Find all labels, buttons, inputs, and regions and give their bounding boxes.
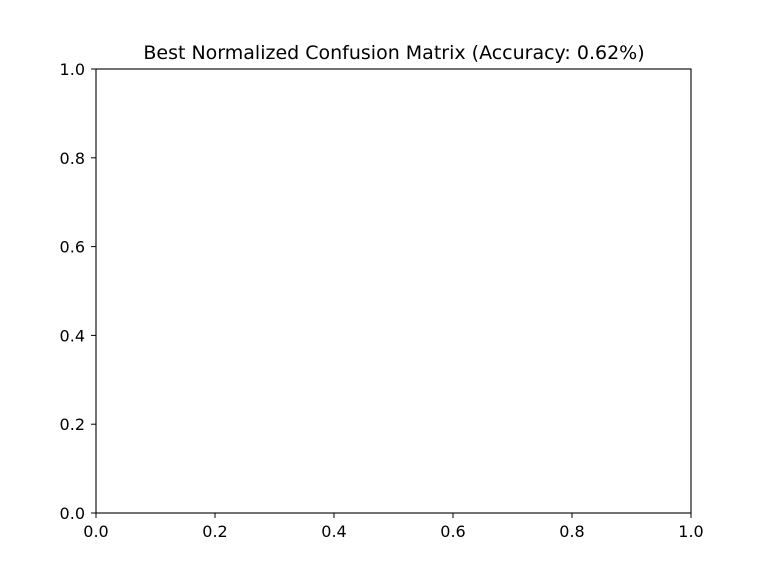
chart-title: Best Normalized Confusion Matrix (Accura… [143, 42, 644, 64]
plot-area-frame [95, 68, 692, 514]
y-tick-label: 0.4 [60, 326, 85, 345]
x-tick-label: 0.2 [202, 522, 227, 541]
y-axis-ticks: 0.0 0.2 0.4 0.6 0.8 1.0 [60, 60, 96, 523]
x-tick-label: 1.0 [678, 522, 703, 541]
y-tick-label: 0.6 [60, 238, 85, 257]
x-tick-label: 0.0 [83, 522, 108, 541]
x-tick-label: 0.4 [321, 522, 346, 541]
y-tick-label: 0.2 [60, 415, 85, 434]
x-tick-label: 0.6 [440, 522, 465, 541]
x-axis-ticks: 0.0 0.2 0.4 0.6 0.8 1.0 [83, 513, 704, 541]
y-tick-label: 0.0 [60, 504, 85, 523]
y-tick-label: 1.0 [60, 60, 85, 79]
x-tick-label: 0.8 [559, 522, 584, 541]
y-tick-label: 0.8 [60, 149, 85, 168]
